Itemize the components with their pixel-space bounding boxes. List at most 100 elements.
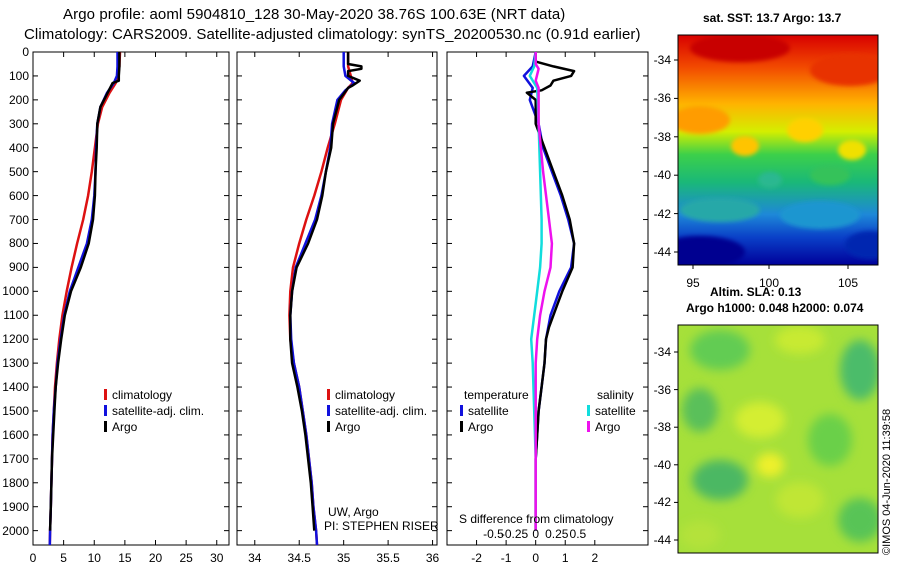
legend-swatch-satellite bbox=[104, 405, 107, 416]
temperature-series-climatology bbox=[48, 51, 122, 546]
sst-map bbox=[678, 35, 878, 265]
salinity-x-tick-label: 34.5 bbox=[287, 551, 311, 565]
y-tick-label: 1800 bbox=[2, 475, 29, 490]
temperature-x-tick-label: 20 bbox=[148, 551, 163, 565]
y-tick-label: 1600 bbox=[2, 427, 29, 442]
sst-lat-label: -34 bbox=[653, 53, 671, 67]
legend-salinity-heading: salinity bbox=[597, 388, 634, 402]
sla-map bbox=[678, 325, 878, 553]
difference-x-tick-label: 0 bbox=[532, 551, 540, 565]
sla-title-2: Argo h1000: 0.048 h2000: 0.074 bbox=[686, 301, 864, 315]
legend-swatch-sal-argo bbox=[587, 421, 590, 432]
salinity-series-argo bbox=[289, 52, 363, 531]
watermark: ©IMOS 04-Jun-2020 11:39:58 bbox=[881, 408, 893, 555]
legend-temperature-heading: temperature bbox=[464, 388, 529, 402]
y-tick-label: 100 bbox=[8, 68, 29, 83]
sst-lon-label: 100 bbox=[758, 276, 780, 290]
diff-x-tick-label: 0 bbox=[532, 527, 540, 541]
legend-swatch-temp-argo bbox=[460, 421, 463, 432]
salinity-x-tick-label: 34 bbox=[248, 551, 262, 565]
legend-swatch-argo bbox=[104, 421, 107, 432]
y-tick-label: 1500 bbox=[2, 403, 29, 418]
difference-x-tick-label: 1 bbox=[561, 551, 569, 565]
salinity-x-tick-label: 35.5 bbox=[376, 551, 400, 565]
credit-line-2: PI: STEPHEN RISER bbox=[324, 519, 439, 533]
y-tick-label: 300 bbox=[8, 116, 29, 131]
sst-lat-label: -38 bbox=[653, 129, 671, 144]
y-tick-label: 1300 bbox=[2, 356, 29, 371]
y-tick-label: 1900 bbox=[2, 499, 29, 514]
diff-title: S difference from climatology bbox=[459, 512, 614, 526]
difference-series-salinity-argo bbox=[534, 52, 554, 531]
diff-x-tick-label: 0.5 bbox=[569, 527, 587, 541]
header-line-2: Climatology: CARS2009. Satellite-adjuste… bbox=[24, 26, 641, 43]
sst-title: sat. SST: 13.7 Argo: 13.7 bbox=[703, 11, 842, 25]
sst-lat-label: -42 bbox=[653, 206, 671, 221]
salinity-x-tick-label: 35 bbox=[336, 551, 351, 565]
legend-swatch-argo-2 bbox=[327, 421, 330, 432]
temperature-x-tick-label: 30 bbox=[210, 551, 224, 565]
legend-temp-satellite: satellite bbox=[460, 404, 509, 418]
temperature-series-satellite-adj-clim- bbox=[48, 52, 119, 546]
legend-sal-argo: Argo bbox=[587, 420, 620, 434]
y-tick-label: 2000 bbox=[2, 523, 29, 538]
y-tick-label: 200 bbox=[8, 92, 29, 107]
sla-lat-label: -34 bbox=[653, 345, 671, 359]
y-tick-label: 1100 bbox=[3, 308, 29, 323]
y-tick-label: 700 bbox=[8, 212, 29, 227]
sla-title-1: Altim. SLA: 0.13 bbox=[710, 285, 802, 299]
salinity-series-climatology bbox=[288, 52, 354, 546]
sla-lat-label: -38 bbox=[653, 420, 671, 435]
difference-frame bbox=[446, 51, 649, 546]
y-tick-label: 1400 bbox=[2, 380, 29, 395]
legend-satellite: satellite-adj. clim. bbox=[104, 404, 204, 418]
header-line-1: Argo profile: aoml 5904810_128 30-May-20… bbox=[63, 6, 566, 23]
sst-lon-label: 95 bbox=[686, 276, 700, 290]
y-tick-label: 800 bbox=[8, 236, 29, 251]
difference-series-temperature-argo bbox=[525, 52, 576, 531]
salinity-frame bbox=[236, 51, 438, 546]
sst-lat-label: -36 bbox=[653, 91, 671, 106]
legend-swatch-satellite-2 bbox=[327, 405, 330, 416]
legend-temp-argo: Argo bbox=[460, 420, 493, 434]
sst-map-frame bbox=[677, 34, 879, 266]
sst-lat-label: -44 bbox=[653, 245, 671, 259]
sst-lat-label: -40 bbox=[653, 168, 671, 183]
temperature-x-tick-label: 25 bbox=[179, 551, 193, 565]
diff-x-tick-label: -0.5 bbox=[483, 527, 504, 541]
legend-swatch-climatology-2 bbox=[327, 389, 330, 400]
temperature-x-tick-label: 10 bbox=[87, 551, 101, 565]
sla-lat-label: -42 bbox=[653, 495, 671, 510]
credit-line-1: UW, Argo bbox=[328, 505, 379, 519]
temperature-frame bbox=[32, 51, 230, 546]
legend-swatch-temp-satellite bbox=[460, 405, 463, 416]
y-tick-label: 400 bbox=[8, 140, 29, 155]
diff-x-tick-label: 0.25 bbox=[545, 527, 569, 541]
sla-lat-label: -40 bbox=[653, 457, 671, 472]
y-tick-label: 1000 bbox=[2, 284, 29, 299]
temperature-x-tick-label: 0 bbox=[29, 551, 37, 565]
legend-swatch-climatology bbox=[104, 389, 107, 400]
legend-swatch-sal-satellite bbox=[587, 405, 590, 416]
y-tick-label: 1200 bbox=[2, 332, 29, 347]
diff-x-tick-label: -0.25 bbox=[500, 527, 529, 541]
legend-climatology: climatology bbox=[104, 388, 172, 402]
difference-x-tick-label: -2 bbox=[471, 551, 482, 565]
y-tick-label: 500 bbox=[8, 164, 29, 179]
y-tick-label: 0 bbox=[22, 45, 29, 59]
temperature-series-argo bbox=[48, 52, 121, 531]
salinity-x-tick-label: 36 bbox=[425, 551, 440, 565]
salinity-series-satellite-adj-clim- bbox=[289, 52, 356, 546]
sla-lat-label: -44 bbox=[653, 533, 671, 547]
difference-x-tick-label: 2 bbox=[591, 551, 599, 565]
temperature-x-tick-label: 5 bbox=[60, 551, 67, 565]
legend-climatology-2: climatology bbox=[327, 388, 395, 402]
sla-map-frame bbox=[677, 324, 879, 554]
legend-argo-2: Argo bbox=[327, 420, 360, 434]
y-tick-label: 1700 bbox=[2, 451, 29, 466]
sst-lon-label: 105 bbox=[837, 276, 859, 290]
y-tick-label: 900 bbox=[8, 260, 29, 275]
y-tick-label: 600 bbox=[8, 188, 29, 203]
legend-argo: Argo bbox=[104, 420, 137, 434]
